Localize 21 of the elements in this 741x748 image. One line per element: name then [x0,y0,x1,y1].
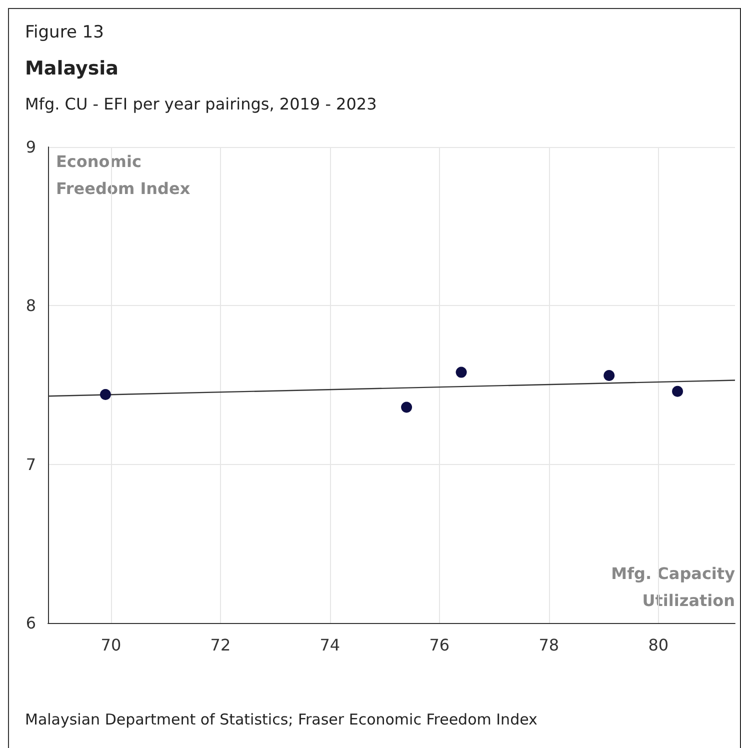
x-tick-label: 72 [210,636,231,654]
x-tick-label: 78 [538,636,560,654]
x-tick-label: 76 [429,636,450,654]
point [604,370,615,381]
x-tick-label: 80 [648,636,669,654]
point [672,386,684,397]
x-tick-label: 70 [100,636,122,654]
point [401,402,412,413]
x-axis-title: Mfg. Capacity Utilization [611,564,736,610]
chart-title: Malaysia [25,58,119,80]
point [456,366,467,378]
caption: Figure 13 [25,22,104,42]
chart-subtitle: Mfg. CU - EFI per year pairings, 2019 - 2023 [25,94,377,114]
y-tick-label: 8 [26,296,36,316]
point [100,389,111,400]
y-tick-label: 7 [26,454,36,474]
y-tick-label: 9 [26,138,36,156]
x-tick-label: 74 [320,636,340,654]
text: Malaysian Department of Statistics; Fraser Economic Freedom Index [25,710,538,728]
y-tick-label: 6 [26,614,36,632]
y-axis-title: Economic Freedom Index [56,152,191,198]
